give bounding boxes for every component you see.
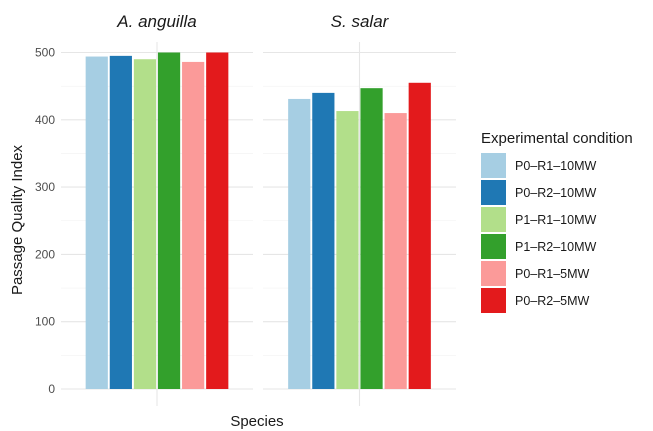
bars [85,52,431,390]
legend-swatch [481,261,506,286]
bar [384,113,407,389]
x-axis-title: Species [230,413,283,430]
legend-items: P0–R1–10MW P0–R2–10MW P1–R1–10MW P1–R2–10MW… [481,153,596,313]
legend-label: P0–R2–10MW [515,186,596,200]
bar [288,98,311,389]
legend-swatch [481,234,506,259]
legend: Experimental condition P0–R1–10MW P0–R2–1… [481,130,633,313]
y-axis-title: Passage Quality Index [9,144,26,295]
bar [182,61,205,390]
legend-swatch [481,180,506,205]
legend-label: P1–R1–10MW [515,213,596,227]
y-tick-label: 200 [35,247,55,261]
y-tick-label: 100 [35,315,55,329]
facet-title: A. anguilla [116,12,196,31]
bar [157,52,181,389]
legend-swatch [481,207,506,232]
bar [312,92,335,389]
bar [206,52,229,389]
legend-swatch [481,288,506,313]
y-tick-label: 0 [48,382,55,396]
bar [133,59,157,389]
bar [408,82,431,389]
y-tick-label: 500 [35,46,55,60]
bar [336,111,359,390]
legend-label: P0–R2–5MW [515,294,590,308]
legend-label: P0–R1–10MW [515,159,596,173]
bar [85,56,108,390]
legend-label: P0–R1–5MW [515,267,590,281]
facet-titles: A. anguilla S. salar [116,12,389,31]
legend-swatch [481,153,506,178]
bar [360,88,383,389]
bar [109,55,132,390]
y-tick-label: 400 [35,113,55,127]
facet-title: S. salar [331,12,390,31]
y-tick-label: 300 [35,180,55,194]
legend-title: Experimental condition [481,130,633,147]
y-axis-ticks: 0 100 200 300 400 500 [35,46,55,397]
legend-label: P1–R2–10MW [515,240,596,254]
